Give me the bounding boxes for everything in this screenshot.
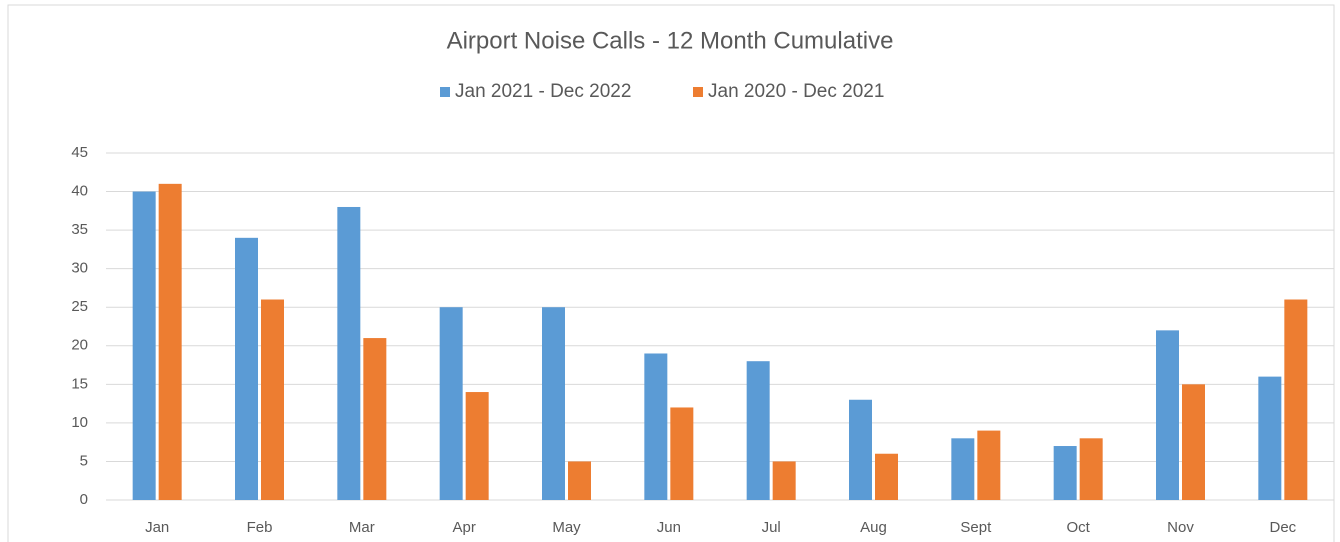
legend-swatch: [693, 87, 703, 97]
bar: [670, 407, 694, 500]
x-tick-label: May: [552, 519, 581, 536]
x-tick-label: Feb: [247, 519, 273, 536]
bar: [568, 461, 591, 500]
y-tick-label: 20: [71, 337, 88, 354]
legend-label: Jan 2021 - Dec 2022: [455, 81, 631, 102]
y-tick-label: 30: [71, 260, 88, 277]
y-tick-label: 45: [71, 144, 88, 161]
x-tick-label: Jan: [145, 519, 169, 536]
legend-swatch: [440, 87, 450, 97]
bar: [363, 338, 387, 500]
bar: [772, 461, 796, 500]
bar: [261, 299, 284, 500]
bar: [875, 453, 898, 500]
bar: [1156, 330, 1179, 500]
bar: [439, 307, 463, 500]
y-tick-label: 35: [71, 221, 88, 238]
bar: [1182, 384, 1205, 500]
x-tick-label: Mar: [349, 519, 375, 536]
y-tick-label: 25: [71, 298, 88, 315]
x-tick-label: Jul: [762, 519, 781, 536]
bar: [465, 392, 489, 500]
y-tick-label: 15: [71, 375, 88, 392]
bar: [158, 183, 182, 500]
bar: [1284, 299, 1308, 500]
x-tick-label: Aug: [860, 519, 887, 536]
bar: [644, 353, 668, 500]
legend-label: Jan 2020 - Dec 2021: [708, 81, 884, 102]
bar: [542, 307, 565, 500]
x-tick-label: Sept: [960, 519, 992, 536]
bar: [1258, 376, 1282, 500]
x-tick-label: Apr: [452, 519, 475, 536]
x-tick-label: Dec: [1269, 519, 1296, 536]
bar: [235, 237, 258, 501]
bar: [132, 191, 156, 501]
bar: [849, 399, 872, 500]
bar: [746, 361, 770, 500]
x-tick-label: Nov: [1167, 519, 1194, 536]
y-tick-label: 40: [71, 183, 88, 200]
bar: [337, 206, 361, 500]
bar: [977, 430, 1001, 500]
bar: [1079, 438, 1103, 500]
chart-title: Airport Noise Calls - 12 Month Cumulativ…: [447, 27, 894, 54]
bar: [1053, 446, 1077, 500]
y-tick-label: 0: [80, 491, 88, 508]
y-tick-label: 5: [80, 452, 88, 469]
x-tick-label: Oct: [1066, 519, 1090, 536]
x-tick-label: Jun: [657, 519, 681, 536]
bar: [951, 438, 975, 500]
y-tick-label: 10: [71, 414, 88, 431]
